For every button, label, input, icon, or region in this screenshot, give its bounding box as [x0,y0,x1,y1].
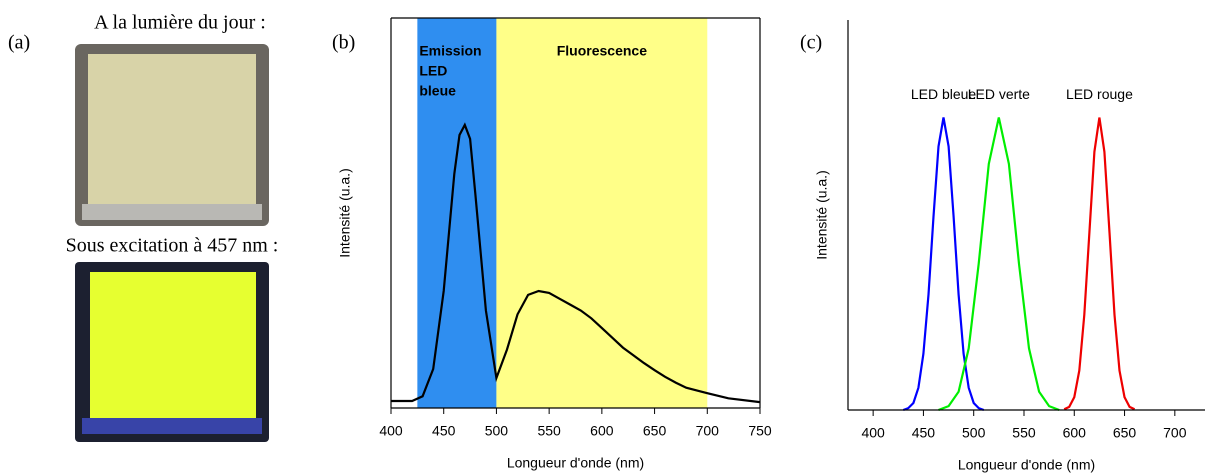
x-tick-label: 400 [861,425,885,441]
region-label: Emission [419,43,481,59]
powder [88,54,256,204]
powder-glow [90,272,256,418]
curve [391,122,761,404]
region-label: Fluorescence [557,43,647,59]
region-label: LED [419,63,447,79]
x-tick-label: 500 [485,423,509,439]
photo-caption: Sous excitation à 457 nm : [66,235,279,257]
x-tick-label: 550 [537,423,561,439]
x-tick-label: 750 [748,423,772,439]
panel-label: (b) [332,32,355,54]
x-tick-label: 450 [912,425,936,441]
panel-label: (c) [800,32,822,54]
photo-caption: A la lumière du jour : [94,12,266,34]
panel-label: (a) [8,32,30,54]
x-tick-label: 600 [590,423,614,439]
x-tick-label: 650 [1113,425,1137,441]
x-tick-label: 700 [696,423,720,439]
box-edge [82,418,262,434]
curve [902,117,985,412]
x-axis-label: Longueur d'onde (nm) [958,457,1095,473]
x-tick-label: 400 [379,423,403,439]
region [496,18,708,408]
x-tick-label: 700 [1163,425,1187,441]
curve [938,117,1060,412]
y-axis-label: Intensité (u.a.) [337,168,353,258]
x-tick-label: 500 [962,425,986,441]
legend-label: LED rouge [1066,86,1133,102]
region [417,18,497,408]
curve [1063,117,1136,411]
x-tick-label: 550 [1012,425,1036,441]
legend-label: LED bleue [911,86,977,102]
legend-label: LED verte [968,86,1030,102]
y-axis-label: Intensité (u.a.) [814,170,830,260]
box-edge [82,204,262,220]
x-tick-label: 600 [1063,425,1087,441]
x-tick-label: 450 [432,423,456,439]
region-label: bleue [419,83,456,99]
x-axis-label: Longueur d'onde (nm) [507,455,644,471]
x-tick-label: 650 [643,423,667,439]
